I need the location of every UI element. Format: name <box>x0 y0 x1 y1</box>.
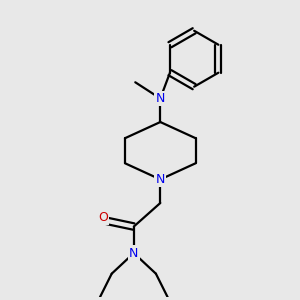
Text: O: O <box>98 211 108 224</box>
Text: N: N <box>156 173 165 186</box>
Text: N: N <box>129 247 139 260</box>
Text: N: N <box>156 92 165 105</box>
